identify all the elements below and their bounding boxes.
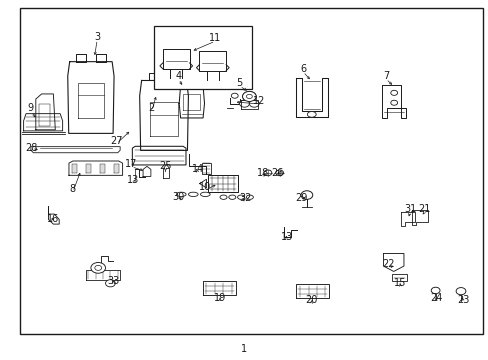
Polygon shape [383, 253, 403, 271]
Polygon shape [69, 161, 122, 175]
Text: 16: 16 [47, 215, 60, 224]
Polygon shape [411, 210, 427, 225]
Text: 13: 13 [281, 232, 293, 242]
Polygon shape [179, 86, 204, 118]
Circle shape [242, 91, 256, 102]
Text: 19: 19 [214, 293, 226, 303]
Polygon shape [189, 154, 192, 166]
Circle shape [390, 100, 397, 105]
Polygon shape [296, 284, 329, 298]
Polygon shape [114, 164, 119, 173]
Circle shape [239, 100, 249, 107]
Circle shape [95, 265, 102, 270]
Polygon shape [23, 114, 62, 131]
Text: 27: 27 [110, 136, 123, 145]
Polygon shape [68, 62, 114, 134]
Polygon shape [96, 54, 105, 62]
Text: 29: 29 [295, 193, 307, 203]
Circle shape [231, 93, 238, 98]
Polygon shape [295, 78, 327, 117]
Text: 6: 6 [299, 64, 305, 74]
Text: 22: 22 [382, 259, 394, 269]
Polygon shape [86, 270, 120, 280]
Ellipse shape [220, 195, 226, 199]
Text: 1: 1 [241, 344, 247, 354]
Text: 11: 11 [209, 33, 221, 43]
Polygon shape [400, 212, 414, 226]
Circle shape [249, 100, 259, 107]
Text: 9: 9 [28, 103, 34, 113]
Circle shape [264, 170, 271, 176]
Polygon shape [36, 94, 55, 130]
Text: 15: 15 [393, 278, 406, 288]
Polygon shape [168, 73, 178, 81]
Text: 18: 18 [256, 168, 268, 178]
Ellipse shape [200, 192, 210, 197]
Polygon shape [86, 164, 91, 173]
Polygon shape [202, 282, 235, 295]
Ellipse shape [228, 195, 235, 199]
Text: 33: 33 [107, 276, 120, 286]
Circle shape [246, 94, 252, 99]
Text: 25: 25 [159, 161, 171, 171]
Text: 21: 21 [418, 204, 430, 214]
Polygon shape [100, 164, 105, 173]
Circle shape [455, 288, 465, 295]
Text: 13: 13 [127, 175, 139, 185]
Circle shape [430, 287, 439, 294]
Polygon shape [208, 175, 237, 192]
Text: 10: 10 [199, 182, 211, 192]
Text: 32: 32 [239, 193, 252, 203]
Ellipse shape [176, 192, 186, 197]
Polygon shape [199, 51, 226, 71]
Bar [391, 274, 406, 281]
Polygon shape [48, 207, 59, 224]
Polygon shape [199, 179, 206, 188]
Text: 12: 12 [252, 96, 265, 106]
Polygon shape [31, 147, 120, 153]
Circle shape [301, 191, 312, 199]
Text: 5: 5 [236, 78, 242, 88]
Text: 2: 2 [148, 103, 155, 113]
Polygon shape [72, 164, 77, 173]
Polygon shape [149, 73, 159, 81]
Polygon shape [382, 85, 405, 118]
Polygon shape [163, 49, 189, 69]
Bar [154, 26, 251, 89]
Polygon shape [76, 54, 86, 62]
Text: 31: 31 [404, 204, 416, 214]
Circle shape [105, 280, 115, 287]
Circle shape [390, 90, 397, 95]
Polygon shape [132, 146, 185, 165]
Polygon shape [163, 164, 169, 179]
Text: 28: 28 [26, 143, 38, 153]
Text: 14: 14 [191, 164, 203, 174]
Ellipse shape [237, 195, 244, 199]
Text: 17: 17 [125, 159, 137, 169]
Text: 8: 8 [70, 184, 76, 194]
Text: 3: 3 [94, 32, 100, 41]
Polygon shape [140, 81, 188, 150]
Text: 7: 7 [382, 71, 388, 81]
Circle shape [275, 170, 283, 176]
Circle shape [91, 262, 105, 273]
Text: 30: 30 [172, 192, 184, 202]
Text: 20: 20 [305, 295, 317, 305]
Bar [202, 163, 210, 174]
Text: 24: 24 [429, 293, 442, 303]
Ellipse shape [307, 112, 316, 117]
Text: 4: 4 [175, 71, 182, 81]
Polygon shape [143, 166, 151, 176]
Ellipse shape [246, 195, 253, 199]
Text: 23: 23 [457, 295, 469, 305]
Polygon shape [240, 100, 258, 109]
Ellipse shape [188, 192, 198, 197]
Text: 26: 26 [271, 168, 283, 178]
Circle shape [242, 91, 256, 102]
